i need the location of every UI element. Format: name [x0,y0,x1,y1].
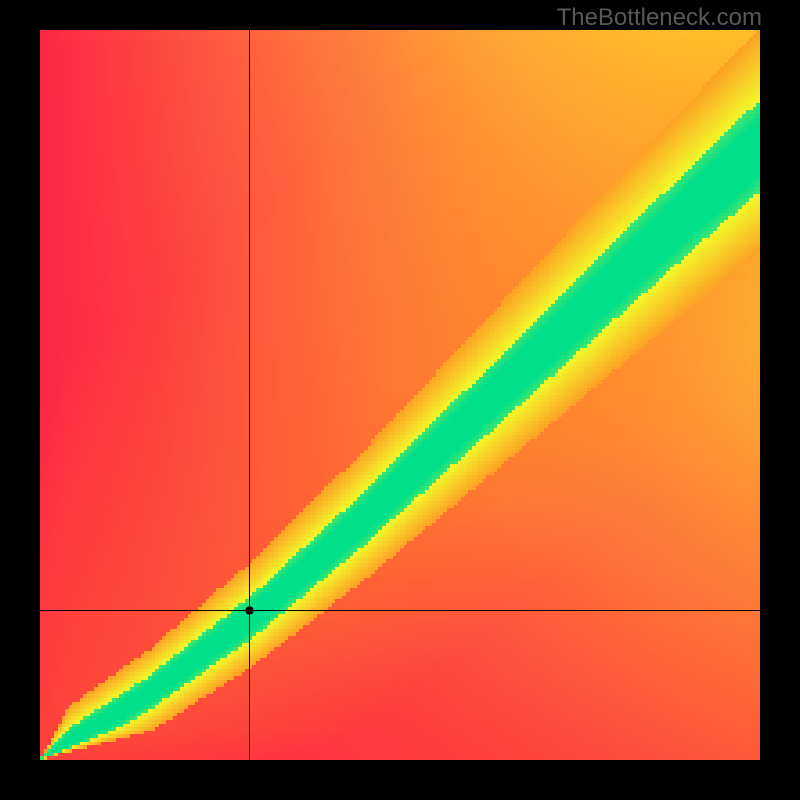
chart-container: TheBottleneck.com [0,0,800,800]
watermark-text: TheBottleneck.com [557,4,762,32]
bottleneck-heatmap [40,30,760,760]
